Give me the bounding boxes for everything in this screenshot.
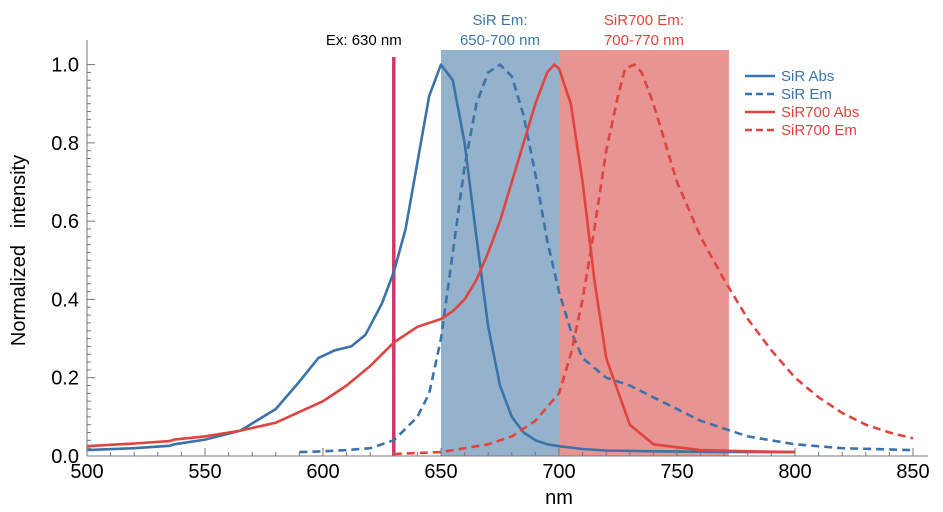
y-tick-label: 0.4	[51, 289, 79, 311]
y-tick-label: 0.0	[51, 446, 79, 468]
series-sir700-em	[393, 63, 914, 456]
legend: SiR Abs SiR Em SiR700 Abs SiR700 Em	[745, 68, 859, 139]
sir-em-band-label-line1: SiR Em:	[472, 12, 527, 29]
band-1	[559, 50, 729, 456]
series-sir700-abs	[86, 63, 796, 454]
x-tick-label: 850	[896, 461, 929, 483]
spectra-series	[86, 63, 914, 456]
x-axis-label: nm	[545, 487, 573, 509]
x-tick-label: 750	[660, 461, 693, 483]
x-tick-label: 600	[306, 461, 339, 483]
emission-bands	[441, 50, 729, 456]
x-tick-label: 700	[542, 461, 575, 483]
sir700-em-band-label-line2: 700-770 nm	[604, 32, 684, 49]
legend-label-sir-abs: SiR Abs	[781, 68, 834, 85]
x-tick-label: 550	[188, 461, 221, 483]
series-sir-em	[299, 63, 914, 454]
x-tick-label: 500	[70, 461, 103, 483]
excitation-label: Ex: 630 nm	[326, 32, 402, 49]
x-tick-label: 650	[424, 461, 457, 483]
sir700-em-band-label-line1: SiR700 Em:	[604, 12, 684, 29]
x-tick-label: 800	[778, 461, 811, 483]
y-axis-label: Normalized intensity	[8, 155, 30, 346]
series-sir-abs	[86, 63, 795, 454]
legend-label-sir700-em: SiR700 Em	[781, 122, 857, 139]
y-tick-label: 1.0	[51, 55, 79, 77]
axes	[86, 40, 928, 457]
y-tick-label: 0.8	[51, 133, 79, 155]
tick-labels: 500 550 600 650 700 750 800 850 0.0 0.2 0.4 0.6 0.8 1…	[51, 55, 930, 483]
y-tick-label: 0.2	[51, 368, 79, 390]
sir-em-band-label-line2: 650-700 nm	[460, 32, 540, 49]
y-tick-label: 0.6	[51, 211, 79, 233]
legend-label-sir700-abs: SiR700 Abs	[781, 104, 859, 121]
legend-label-sir-em: SiR Em	[781, 86, 832, 103]
